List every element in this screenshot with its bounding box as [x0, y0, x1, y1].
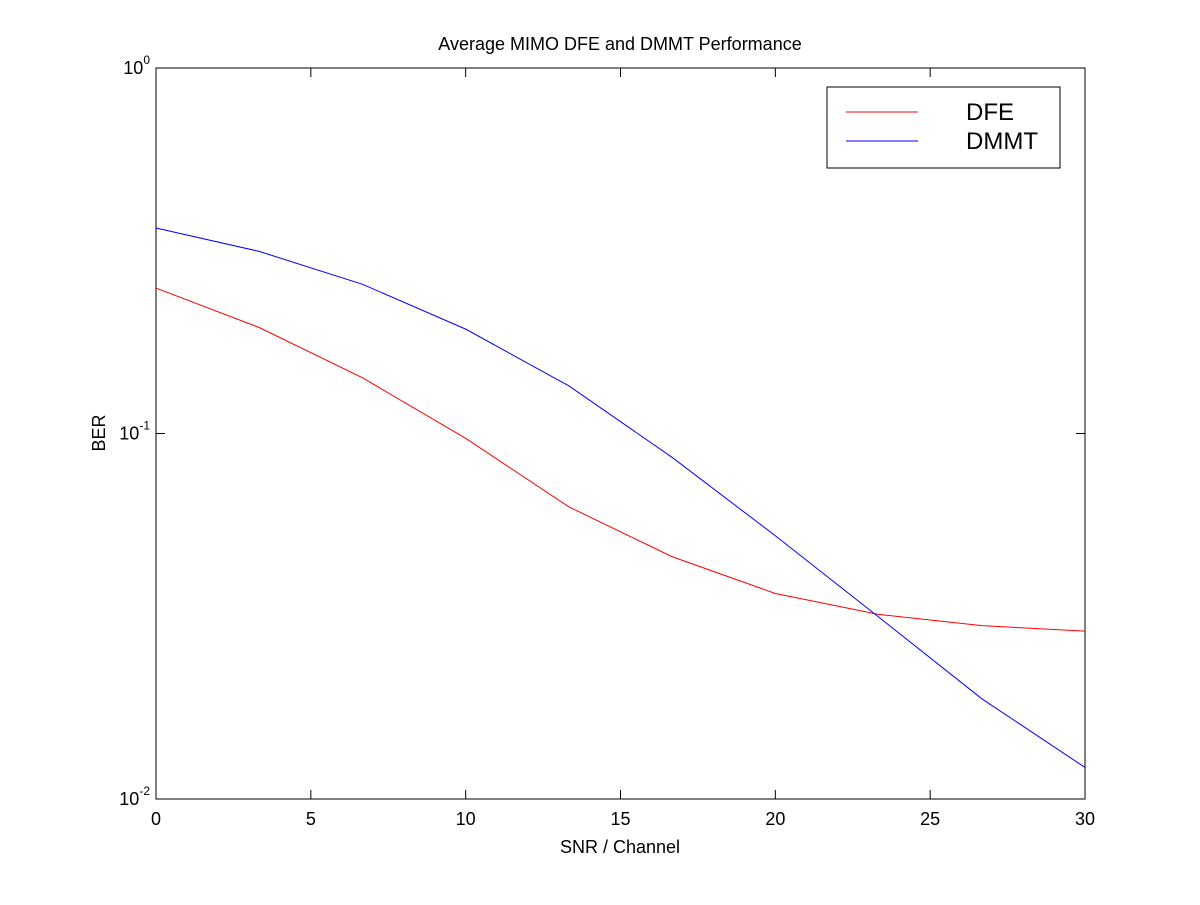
y-axis-label: BER: [89, 414, 109, 451]
x-tick-label: 0: [151, 809, 161, 829]
y-tick-label: 10-2: [119, 784, 150, 809]
x-tick-label: 20: [765, 809, 785, 829]
ticks: 0 5 10 15 20 25 30 100 10-1 10-2: [119, 53, 1095, 829]
x-tick-label: 30: [1075, 809, 1095, 829]
legend-box: [826, 86, 1061, 169]
y-tick-label: 100: [123, 53, 150, 78]
x-tick-label: 10: [456, 809, 476, 829]
legend-label-dfe: DFE: [966, 99, 1014, 126]
y-tick-label: 10-1: [119, 419, 150, 444]
legend-label-dmmt: DMMT: [966, 128, 1038, 155]
x-axis-label: SNR / Channel: [560, 837, 680, 857]
chart-title: Average MIMO DFE and DMMT Performance: [438, 34, 801, 54]
x-tick-label: 5: [306, 809, 316, 829]
x-tick-label: 15: [610, 809, 630, 829]
series-line-dmmt: [155, 227, 1086, 768]
series-line-dfe: [155, 287, 1086, 632]
x-tick-label: 25: [920, 809, 940, 829]
series-lines: [155, 227, 1086, 768]
plot-area: [155, 67, 1086, 800]
